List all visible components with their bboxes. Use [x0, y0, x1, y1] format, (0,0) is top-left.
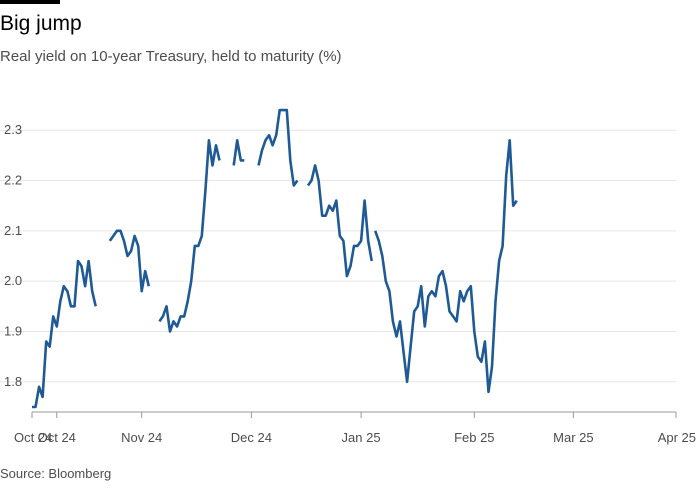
y-tick-label: 1.8	[4, 374, 22, 389]
series-line-segment	[306, 164, 373, 278]
y-tick-label: 2.3	[4, 122, 22, 137]
x-tick-label: Oct 24	[14, 430, 52, 445]
x-tick-label: Oct 24	[38, 430, 76, 445]
y-axis-tick-labels: 1.8 1.9 2.0 2.1 2.2 2.3	[4, 122, 22, 389]
header-rule	[0, 0, 60, 4]
series-line-segment	[232, 139, 245, 166]
x-tick-label: Dec 24	[231, 430, 272, 445]
x-tick-label: Feb 25	[454, 430, 494, 445]
y-tick-label: 1.9	[4, 323, 22, 338]
series-line-segment	[373, 139, 518, 394]
series-line-segment	[257, 108, 299, 187]
x-tick-label: Jan 25	[342, 430, 381, 445]
y-tick-label: 2.0	[4, 273, 22, 288]
chart-subtitle: Real yield on 10-year Treasury, held to …	[0, 48, 342, 65]
series-line-segment	[32, 259, 97, 409]
x-tick-label: Mar 25	[553, 430, 593, 445]
yield-series	[32, 108, 518, 409]
series-line-segment	[158, 139, 221, 333]
y-tick-label: 2.1	[4, 223, 22, 238]
x-tick-label: Apr 25	[658, 430, 696, 445]
source-note: Source: Bloomberg	[0, 466, 112, 481]
y-tick-label: 2.2	[4, 173, 22, 188]
x-tick-label: Nov 24	[121, 430, 162, 445]
gridlines	[0, 129, 676, 383]
series-line-segment	[108, 229, 151, 293]
chart-title: Big jump	[0, 12, 82, 35]
